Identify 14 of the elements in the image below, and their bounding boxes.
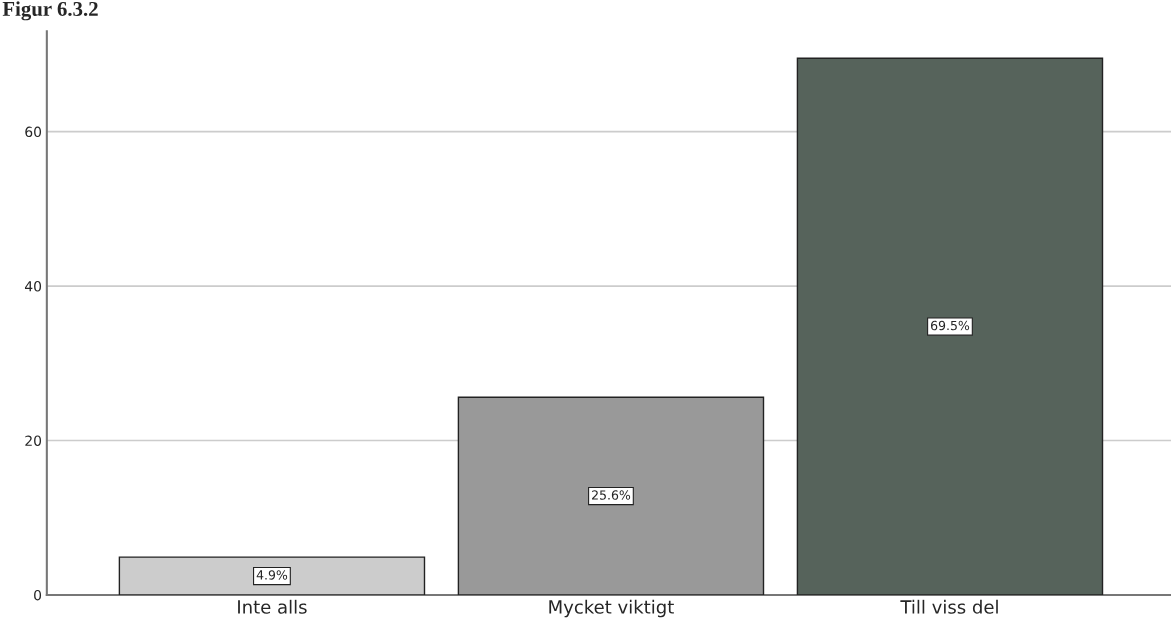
data-label: 69.5% bbox=[930, 320, 970, 331]
x-tick-label: Inte alls bbox=[238, 599, 307, 614]
bar bbox=[118, 556, 426, 595]
data-label: 4.9% bbox=[256, 570, 288, 580]
chart-title: Figur 6.3.2 bbox=[2, 1, 98, 21]
x-tick-label: Till viss del bbox=[900, 599, 998, 614]
y-tick-label: 40 bbox=[24, 281, 42, 292]
bar bbox=[796, 57, 1104, 595]
data-label: 25.6% bbox=[592, 490, 631, 500]
x-tick-label: Mycket viktigt bbox=[549, 599, 674, 618]
y-tick-label: 20 bbox=[25, 435, 42, 446]
bar bbox=[457, 396, 765, 595]
y-tick-label: 0 bbox=[34, 589, 42, 601]
y-tick-label: 60 bbox=[25, 126, 42, 138]
